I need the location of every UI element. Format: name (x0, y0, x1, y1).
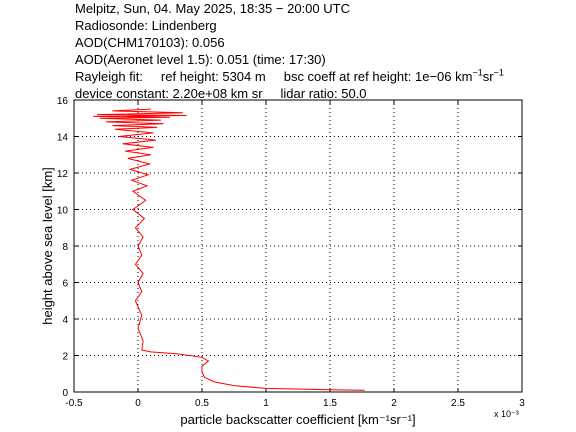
device-constant: device constant: 2.20e+08 km sr (75, 86, 263, 101)
x-tick-label: 1.5 (323, 398, 337, 409)
plot-frame (73, 99, 523, 393)
backscatter-series-line (93, 108, 365, 391)
grid-lines (73, 99, 523, 393)
header-rayleigh-row: Rayleigh fit: ref height: 5304 m bsc coe… (75, 68, 504, 85)
y-tick-labels: 0 2 4 6 8 10 12 14 16 (57, 96, 69, 399)
header-device-row: device constant: 2.20e+08 km sr lidar ra… (75, 85, 504, 102)
x-tick-label: 3 (519, 398, 525, 409)
y-tick-label: 8 (62, 242, 68, 253)
header-radiosonde: Radiosonde: Lindenberg (75, 18, 217, 33)
y-tick-label: 14 (57, 133, 69, 144)
header-aod-aeronet: AOD(Aeronet level 1.5): 0.051 (time: 17:… (75, 52, 326, 67)
y-tick-label: 4 (62, 315, 68, 326)
x-multiplier: x 10⁻³ (494, 409, 519, 419)
header-location-time: Melpitz, Sun, 04. May 2025, 18:35 − 20:0… (75, 1, 350, 16)
y-tick-label: 0 (62, 388, 68, 399)
x-tick-label: 0.5 (195, 398, 209, 409)
profile-line (93, 108, 365, 391)
y-tick-label: 6 (62, 279, 68, 290)
y-tick-label: 16 (57, 96, 69, 107)
chart-header: Melpitz, Sun, 04. May 2025, 18:35 − 20:0… (75, 0, 504, 102)
bsc-coeff: bsc coeff at ref height: 1e−06 km−1sr−1 (283, 67, 504, 84)
y-tick-label: 2 (62, 352, 68, 363)
x-tick-label: 2.5 (451, 398, 465, 409)
x-tick-label: -0.5 (65, 398, 83, 409)
y-axis-label: height above sea level [km] (40, 167, 55, 325)
y-tick-label: 12 (57, 169, 69, 180)
x-tick-label: 0 (135, 398, 141, 409)
header-aod-chm: AOD(CHM170103): 0.056 (75, 35, 225, 50)
rayleigh-fit-label: Rayleigh fit: (75, 69, 143, 84)
ref-height: ref height: 5304 m (160, 69, 266, 84)
y-tick-label: 10 (57, 206, 69, 217)
lidar-ratio: lidar ratio: 50.0 (280, 86, 367, 101)
x-tick-labels: -0.5 0 0.5 1 1.5 2 2.5 3 (65, 398, 525, 409)
x-tick-label: 2 (391, 398, 397, 409)
x-tick-label: 1 (263, 398, 269, 409)
x-axis-label: particle backscatter coefficient [km⁻¹sr… (180, 412, 415, 427)
